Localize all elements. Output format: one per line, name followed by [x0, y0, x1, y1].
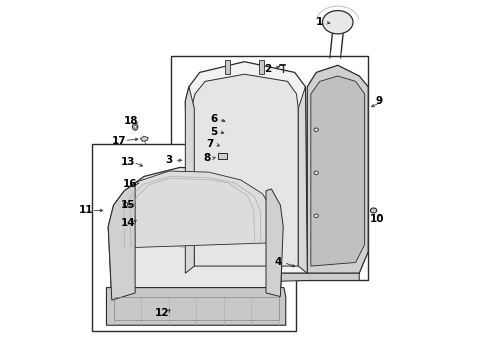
Ellipse shape	[322, 10, 352, 34]
Polygon shape	[113, 171, 273, 248]
Text: 14: 14	[121, 218, 135, 228]
Bar	[92, 144, 296, 330]
Ellipse shape	[369, 208, 376, 213]
Ellipse shape	[132, 124, 138, 130]
Text: 8: 8	[203, 153, 210, 163]
Text: 18: 18	[124, 116, 139, 126]
Polygon shape	[224, 60, 230, 74]
Text: 3: 3	[165, 155, 172, 165]
Ellipse shape	[313, 171, 318, 175]
Ellipse shape	[123, 202, 127, 207]
Text: 11: 11	[79, 206, 93, 216]
Polygon shape	[191, 74, 298, 266]
Polygon shape	[108, 184, 135, 300]
Text: 13: 13	[121, 157, 135, 167]
Text: 9: 9	[375, 96, 382, 106]
Ellipse shape	[134, 126, 136, 129]
Text: 5: 5	[210, 127, 217, 136]
Bar	[218, 153, 227, 159]
Ellipse shape	[313, 214, 318, 218]
Ellipse shape	[313, 128, 318, 132]
Polygon shape	[108, 167, 283, 300]
Text: 6: 6	[210, 114, 217, 124]
Text: 12: 12	[155, 308, 169, 318]
Polygon shape	[258, 60, 264, 74]
Text: 16: 16	[122, 179, 137, 189]
Polygon shape	[187, 273, 359, 282]
Text: 1: 1	[316, 17, 323, 27]
Polygon shape	[185, 62, 306, 273]
Text: 10: 10	[369, 215, 384, 224]
Polygon shape	[306, 65, 367, 273]
Bar	[171, 56, 367, 280]
Polygon shape	[106, 288, 285, 325]
Text: 15: 15	[121, 200, 135, 210]
Polygon shape	[310, 76, 364, 266]
Polygon shape	[298, 87, 306, 273]
Text: 4: 4	[274, 257, 282, 267]
Polygon shape	[265, 189, 283, 297]
Text: 7: 7	[206, 139, 214, 149]
Text: 2: 2	[264, 64, 271, 74]
Text: 17: 17	[111, 136, 126, 145]
Polygon shape	[140, 136, 148, 141]
Polygon shape	[185, 87, 194, 273]
